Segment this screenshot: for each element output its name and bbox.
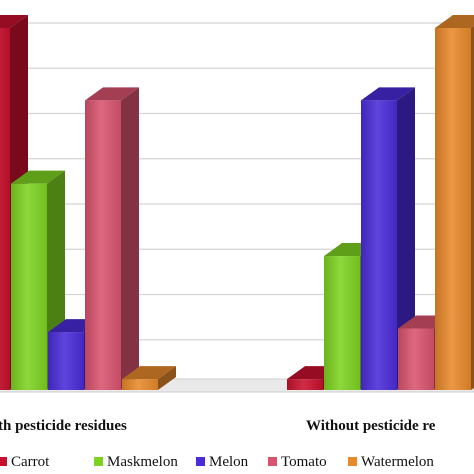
- legend-label: Maskmelon: [107, 454, 178, 470]
- bar-top: [11, 170, 65, 184]
- bar-front: [324, 256, 360, 390]
- bar-front: [122, 379, 158, 390]
- bar-melon-without: [361, 87, 415, 391]
- legend-swatch: [94, 457, 103, 466]
- bar-top: [122, 366, 176, 380]
- bar-side: [158, 366, 176, 390]
- legend-label: Carrot: [11, 454, 50, 470]
- legend-label: Melon: [209, 454, 249, 470]
- legend-swatch: [348, 457, 357, 466]
- bar-front: [48, 332, 84, 390]
- bar-front: [398, 328, 434, 390]
- legend-swatch: [0, 457, 7, 466]
- bar-top: [0, 15, 28, 28]
- bar-front: [287, 379, 323, 390]
- bar-side: [471, 25, 474, 390]
- category-labels: th pesticide residues Without pesticide …: [0, 418, 436, 434]
- bar-watermelon-without: [435, 15, 474, 390]
- category-label-with: th pesticide residues: [0, 418, 127, 434]
- bar-watermelon-with: [122, 366, 176, 390]
- bar-side: [121, 87, 139, 391]
- bar-tomato-with: [85, 87, 139, 391]
- bar-front: [435, 28, 471, 390]
- legend-item-melon: Melon: [196, 454, 249, 470]
- legend: Carrot Maskmelon Melon Tomato Watermelon: [0, 454, 434, 470]
- bar-front: [361, 100, 397, 391]
- bar-top: [361, 87, 415, 101]
- legend-item-maskmelon: Maskmelon: [94, 454, 178, 470]
- legend-item-tomato: Tomato: [268, 454, 327, 470]
- legend-swatch: [196, 457, 205, 466]
- legend-label: Watermelon: [361, 454, 434, 470]
- bar-side: [397, 87, 415, 391]
- bar-top: [85, 87, 139, 101]
- bar-top: [435, 15, 474, 28]
- bar-front: [0, 28, 10, 390]
- bar-front: [11, 183, 47, 390]
- legend-label: Tomato: [281, 454, 327, 470]
- category-label-without: Without pesticide re: [306, 418, 436, 434]
- bars: [0, 15, 474, 391]
- legend-item-watermelon: Watermelon: [348, 454, 434, 470]
- legend-item-carrot: Carrot: [0, 454, 50, 470]
- bar-front: [85, 100, 121, 391]
- legend-swatch: [268, 457, 277, 466]
